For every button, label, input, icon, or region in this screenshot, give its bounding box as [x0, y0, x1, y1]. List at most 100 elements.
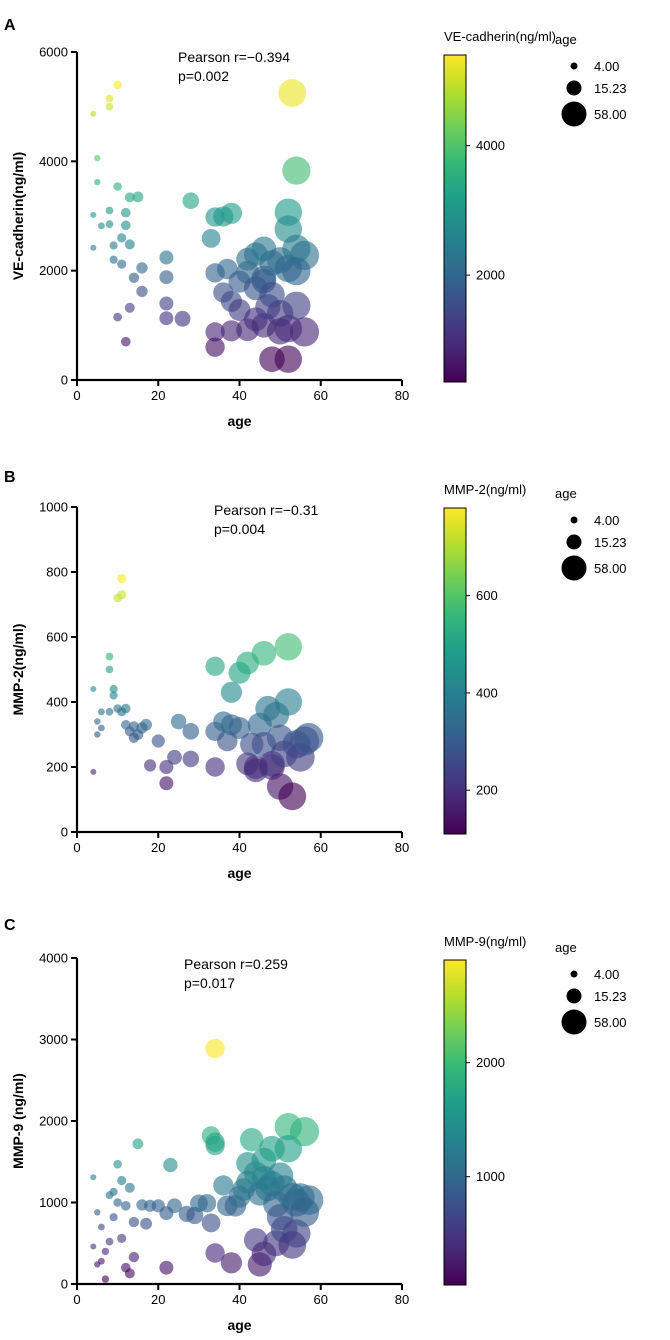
x-tick-label: 20 — [151, 840, 165, 855]
x-tick-label: 0 — [73, 840, 80, 855]
y-tick-label: 1000 — [39, 500, 68, 515]
data-point — [90, 110, 97, 117]
data-point — [197, 1194, 217, 1213]
data-point — [101, 1247, 110, 1256]
data-point — [90, 211, 97, 218]
x-tick-label: 20 — [151, 388, 165, 403]
data-point — [101, 1275, 110, 1283]
x-tick-label: 80 — [395, 840, 409, 855]
data-point — [121, 703, 131, 714]
data-point — [136, 285, 148, 298]
x-tick-label: 0 — [73, 388, 80, 403]
data-point — [220, 681, 242, 703]
size-legend-title: age — [555, 940, 577, 955]
colorbar-tick-label: 2000 — [476, 268, 505, 283]
colorbar-tick-label: 400 — [476, 685, 498, 700]
size-legend-title: age — [555, 32, 577, 47]
data-point — [90, 768, 97, 775]
data-point — [140, 1217, 153, 1230]
data-point — [105, 1237, 114, 1246]
y-tick-label: 1000 — [39, 1195, 68, 1210]
colorbar-tick-label: 1000 — [476, 1169, 505, 1184]
x-axis-label: age — [227, 413, 251, 429]
data-point — [105, 665, 114, 674]
data-point — [90, 244, 97, 251]
y-tick-label: 200 — [46, 760, 68, 775]
colorbar — [443, 959, 467, 1286]
size-legend-label: 4.00 — [594, 59, 619, 74]
y-tick-label: 4000 — [39, 154, 68, 169]
data-point — [121, 220, 131, 231]
data-point — [205, 322, 225, 342]
data-point — [182, 723, 200, 740]
panel-label: A — [4, 17, 16, 34]
data-point — [132, 1138, 144, 1150]
y-axis-label: MMP-2(ng/ml) — [10, 624, 26, 716]
y-tick-label: 800 — [46, 565, 68, 580]
data-point — [98, 222, 105, 230]
size-legend-marker — [561, 555, 587, 581]
panel-label: B — [4, 469, 16, 486]
data-point — [94, 178, 101, 186]
data-point — [109, 255, 118, 264]
data-point — [98, 708, 105, 716]
data-point — [282, 291, 311, 320]
data-point — [105, 707, 114, 716]
size-legend-label: 58.00 — [594, 1015, 627, 1030]
p-value-annotation: p=0.017 — [184, 975, 235, 991]
x-tick-label: 60 — [314, 1292, 328, 1307]
data-point — [105, 652, 114, 661]
data-point — [124, 192, 135, 203]
x-tick-label: 60 — [314, 388, 328, 403]
data-point — [90, 1174, 97, 1181]
pearson-r-annotation: Pearson r=−0.31 — [214, 502, 319, 518]
data-points — [90, 79, 320, 373]
data-point — [109, 1187, 118, 1196]
data-point — [251, 641, 277, 666]
data-point — [205, 757, 225, 777]
x-tick-label: 80 — [395, 1292, 409, 1307]
colorbar-title: MMP-9(ng/ml) — [444, 934, 526, 949]
data-point — [136, 262, 148, 274]
size-legend-marker — [570, 516, 578, 524]
data-point — [163, 1157, 178, 1173]
data-point — [205, 1243, 225, 1263]
data-point — [124, 302, 135, 313]
y-axis-label: VE-cadherin(ng/ml) — [10, 152, 26, 280]
data-point — [201, 1213, 221, 1233]
data-point — [124, 1182, 135, 1193]
size-legend-label: 4.00 — [594, 967, 619, 982]
data-point — [109, 684, 118, 694]
data-point — [274, 345, 302, 373]
data-point — [117, 590, 127, 600]
data-point — [98, 1257, 105, 1265]
size-legend-marker — [566, 534, 582, 550]
data-point — [159, 311, 174, 326]
data-point — [159, 760, 174, 774]
data-point — [282, 156, 311, 185]
size-legend-label: 58.00 — [594, 107, 627, 122]
data-point — [105, 206, 114, 215]
size-legend-title: age — [555, 486, 577, 501]
data-point — [94, 718, 101, 725]
data-point — [94, 731, 101, 738]
data-point — [174, 310, 191, 327]
colorbar-tick-label: 200 — [476, 783, 498, 798]
x-tick-label: 20 — [151, 1292, 165, 1307]
size-legend-label: 15.23 — [594, 535, 627, 550]
data-point — [105, 102, 114, 111]
colorbar-tick-label: 4000 — [476, 138, 505, 153]
data-point — [117, 1233, 127, 1243]
data-point — [274, 633, 302, 661]
data-point — [293, 723, 324, 753]
data-point — [124, 239, 135, 250]
data-point — [109, 691, 118, 700]
x-tick-label: 40 — [232, 1292, 246, 1307]
data-point — [274, 688, 302, 716]
y-tick-label: 400 — [46, 695, 68, 710]
colorbar — [443, 54, 467, 383]
data-point — [128, 272, 140, 283]
data-point — [220, 1252, 242, 1274]
y-tick-label: 2000 — [39, 263, 68, 278]
x-tick-label: 40 — [232, 840, 246, 855]
